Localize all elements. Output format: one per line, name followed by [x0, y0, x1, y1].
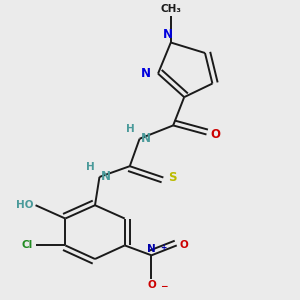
Text: Cl: Cl — [22, 240, 33, 250]
Text: N: N — [141, 67, 151, 80]
Text: N: N — [141, 132, 151, 145]
Text: −: − — [160, 282, 167, 291]
Text: HO: HO — [16, 200, 33, 210]
Text: N: N — [101, 170, 111, 183]
Text: O: O — [210, 128, 220, 141]
Text: H: H — [126, 124, 135, 134]
Text: O: O — [147, 280, 156, 290]
Text: H: H — [86, 162, 95, 172]
Text: CH₃: CH₃ — [160, 4, 181, 14]
Text: N: N — [163, 28, 173, 41]
Text: S: S — [168, 171, 176, 184]
Text: +: + — [160, 243, 167, 252]
Text: O: O — [180, 240, 188, 250]
Text: N: N — [147, 244, 156, 254]
